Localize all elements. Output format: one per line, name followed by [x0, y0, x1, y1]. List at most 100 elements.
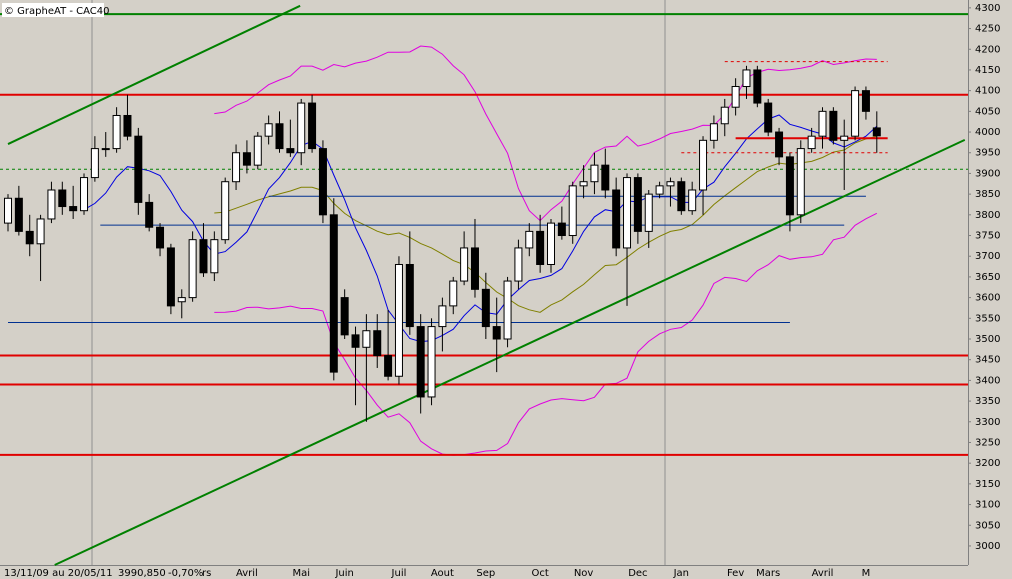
- candle-body: [449, 280, 458, 307]
- candle-body: [775, 131, 784, 158]
- candle-body: [872, 127, 881, 137]
- bollinger-lower: [214, 212, 878, 456]
- candle-body: [156, 226, 165, 249]
- candle-body: [699, 139, 708, 191]
- candle-body: [25, 230, 34, 245]
- candle-body: [601, 164, 610, 191]
- x-tick-label: Avril: [812, 568, 834, 579]
- y-tick-label: 4100: [975, 86, 1000, 97]
- x-tick-label: Oct: [531, 568, 548, 579]
- chart-title: © GrapheAT - CAC40: [4, 6, 110, 17]
- candle-body: [80, 177, 89, 212]
- x-tick-label: Dec: [628, 568, 647, 579]
- candle-body: [579, 181, 588, 187]
- x-tick-label: Aout: [431, 568, 454, 579]
- candle-body: [329, 214, 338, 373]
- y-tick-label: 4150: [975, 65, 1000, 76]
- x-tick-label: Juin: [334, 568, 353, 579]
- y-tick-label: 4250: [975, 24, 1000, 35]
- y-tick-label: 3850: [975, 189, 1000, 200]
- candle-body: [394, 263, 403, 377]
- y-tick-label: 3350: [975, 396, 1000, 407]
- candle-body: [536, 230, 545, 265]
- candle-body: [264, 123, 273, 137]
- candle-body: [90, 148, 99, 179]
- candle-body: [199, 239, 208, 274]
- y-tick-label: 3400: [975, 375, 1000, 386]
- candle-body: [297, 102, 306, 154]
- y-tick-label: 3750: [975, 231, 1000, 242]
- candle-body: [145, 201, 154, 228]
- x-tick-label: Sep: [476, 568, 495, 579]
- candle-body: [818, 110, 827, 137]
- candle-body: [112, 114, 121, 150]
- candle-body: [470, 247, 479, 290]
- y-tick-label: 3200: [975, 458, 1000, 469]
- candle-body: [275, 123, 284, 150]
- candle-body: [58, 189, 67, 208]
- candle-body: [796, 148, 805, 216]
- y-tick-label: 3150: [975, 479, 1000, 490]
- candle-body: [36, 218, 45, 245]
- y-tick-label: 3000: [975, 541, 1000, 552]
- x-tick-label: Fev: [727, 568, 744, 579]
- candle-body: [47, 189, 56, 220]
- title-box: [2, 3, 104, 17]
- candle-body: [514, 247, 523, 282]
- candle-body: [286, 148, 295, 154]
- x-tick-label: Mars: [756, 568, 780, 579]
- y-tick-label: 4050: [975, 106, 1000, 117]
- y-tick-label: 3950: [975, 148, 1000, 159]
- candle-body: [134, 135, 143, 203]
- candle-body: [547, 222, 555, 265]
- y-tick-label: 3700: [975, 251, 1000, 262]
- candle-body: [503, 280, 512, 340]
- y-tick-label: 3600: [975, 293, 1000, 304]
- plot: [0, 4, 968, 566]
- y-tick-label: 3450: [975, 355, 1000, 366]
- candle-body: [829, 110, 838, 141]
- footer-tag: rs: [202, 568, 211, 579]
- candle-body: [308, 102, 317, 150]
- candle-body: [557, 222, 566, 237]
- footer-change: -0,70%: [168, 568, 203, 579]
- y-tick-label: 3550: [975, 313, 1000, 324]
- candle-body: [677, 181, 686, 212]
- candle-body: [242, 152, 251, 166]
- trend-line: [54, 138, 966, 566]
- candle-body: [460, 247, 469, 282]
- y-tick-label: 4200: [975, 44, 1000, 55]
- x-tick-label: Nov: [574, 568, 594, 579]
- candle-body: [351, 334, 360, 348]
- y-tick-label: 3500: [975, 334, 1000, 345]
- y-tick-label: 4300: [975, 3, 1000, 14]
- candle-body: [362, 330, 371, 348]
- candle-body: [807, 135, 816, 150]
- candle-body: [851, 90, 860, 137]
- candle-body: [123, 114, 132, 137]
- candle-body: [384, 355, 393, 377]
- candle-body: [753, 69, 762, 104]
- candle-body: [688, 189, 697, 212]
- candle-body: [373, 330, 382, 357]
- x-tick-label: Jan: [673, 568, 689, 579]
- x-tick-label: M: [862, 568, 871, 579]
- candle-body: [644, 193, 653, 232]
- candle-body: [742, 69, 751, 88]
- candle-body: [253, 135, 262, 166]
- y-tick-label: 3050: [975, 520, 1000, 531]
- y-tick-label: 3800: [975, 210, 1000, 221]
- y-tick-label: 3100: [975, 500, 1000, 511]
- candle-body: [69, 206, 78, 212]
- candle-body: [731, 86, 740, 108]
- candle-body: [340, 297, 349, 336]
- candle-body: [221, 181, 230, 241]
- candle-body: [623, 177, 632, 249]
- candle-body: [633, 177, 642, 232]
- candle-body: [764, 102, 773, 133]
- candle-body: [666, 181, 675, 187]
- candle-body: [166, 247, 175, 307]
- candle-body: [438, 305, 447, 328]
- candle-body: [427, 326, 436, 398]
- candle-body: [101, 148, 110, 151]
